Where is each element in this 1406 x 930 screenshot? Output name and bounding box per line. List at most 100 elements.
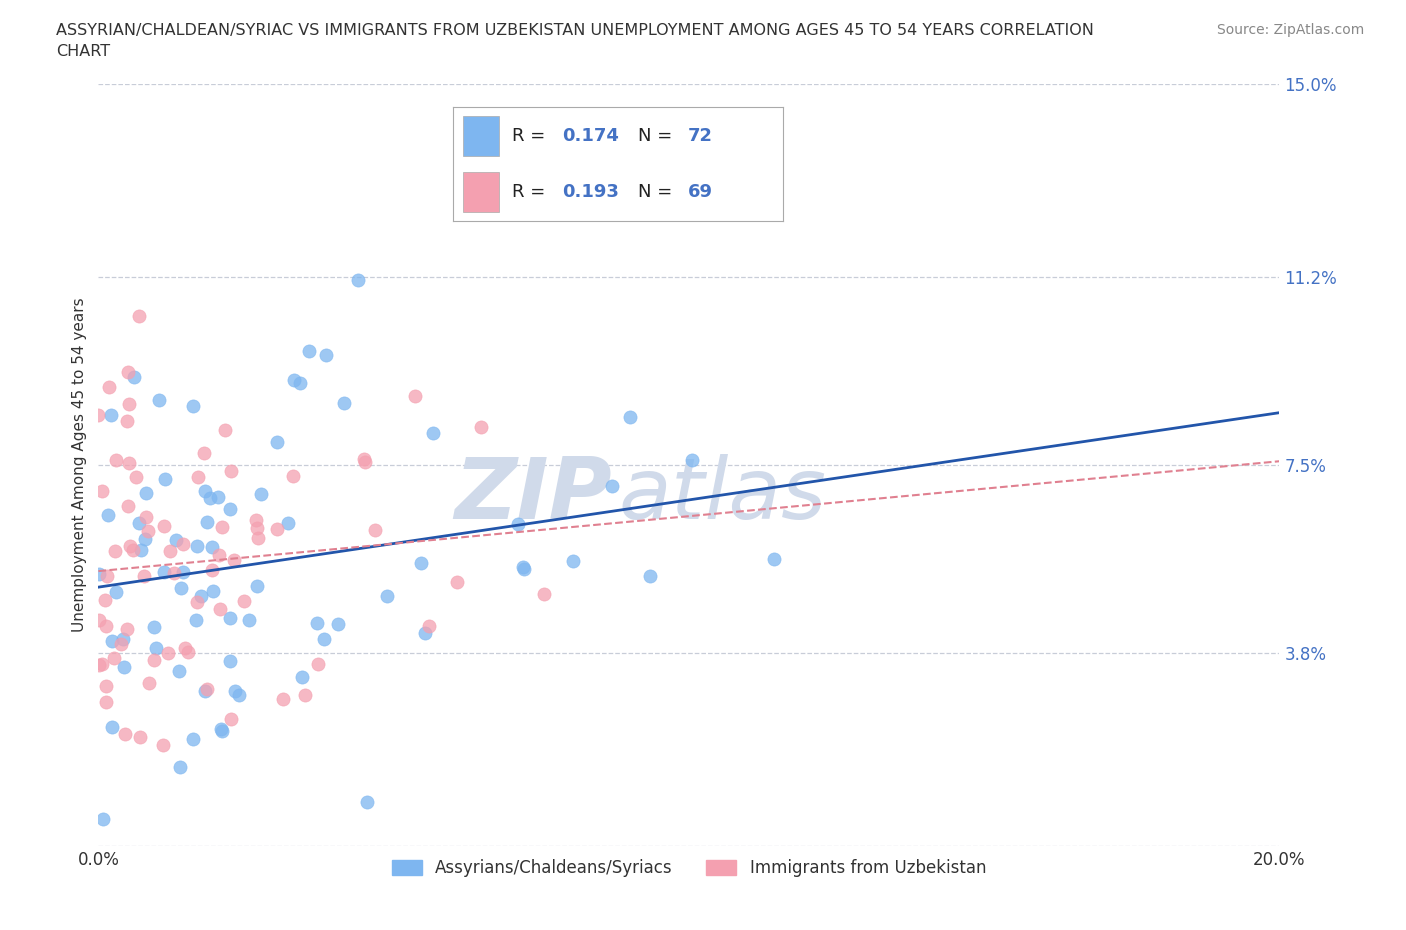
- Point: [409, 555, 432, 570]
- Point: [281, 469, 304, 484]
- Point: [142, 653, 165, 668]
- Point: [513, 562, 536, 577]
- Point: [87, 408, 110, 423]
- Point: [135, 485, 157, 500]
- Point: [201, 539, 224, 554]
- Point: [307, 657, 329, 671]
- Point: [173, 641, 195, 656]
- Point: [315, 347, 337, 362]
- Point: [129, 730, 152, 745]
- Point: [681, 453, 703, 468]
- Point: [291, 670, 314, 684]
- Point: [134, 531, 156, 546]
- Point: [96, 568, 118, 583]
- Point: [104, 452, 127, 467]
- Point: [364, 523, 387, 538]
- Point: [172, 565, 194, 579]
- Point: [211, 724, 233, 738]
- Point: [110, 637, 132, 652]
- Point: [271, 692, 294, 707]
- Point: [312, 632, 335, 647]
- Point: [247, 531, 270, 546]
- Point: [172, 537, 194, 551]
- Point: [561, 553, 583, 568]
- Point: [224, 684, 246, 698]
- Point: [183, 732, 205, 747]
- Point: [195, 514, 218, 529]
- Point: [117, 414, 139, 429]
- Point: [356, 794, 378, 809]
- Point: [128, 515, 150, 530]
- Point: [153, 472, 176, 486]
- Point: [506, 516, 529, 531]
- Point: [117, 456, 139, 471]
- Point: [246, 578, 269, 593]
- Point: [353, 452, 375, 467]
- Point: [129, 542, 152, 557]
- Point: [294, 688, 316, 703]
- Point: [194, 484, 217, 498]
- Point: [250, 486, 273, 501]
- Point: [97, 508, 120, 523]
- Point: [326, 617, 349, 631]
- Point: [202, 584, 225, 599]
- Point: [201, 562, 224, 577]
- Point: [277, 516, 299, 531]
- Point: [152, 737, 174, 752]
- Point: [145, 641, 167, 656]
- Point: [186, 539, 208, 554]
- Point: [148, 393, 170, 408]
- Point: [190, 589, 212, 604]
- Point: [156, 645, 179, 660]
- Point: [422, 426, 444, 441]
- Point: [87, 566, 110, 581]
- Point: [163, 566, 186, 581]
- Point: [101, 633, 124, 648]
- Point: [219, 654, 242, 669]
- Point: [187, 470, 209, 485]
- Point: [117, 622, 139, 637]
- Point: [103, 650, 125, 665]
- Point: [238, 613, 260, 628]
- Point: [211, 520, 233, 535]
- Point: [354, 455, 377, 470]
- Point: [218, 501, 240, 516]
- Text: atlas: atlas: [619, 454, 827, 537]
- Point: [104, 543, 127, 558]
- Point: [91, 812, 114, 827]
- Point: [100, 719, 122, 734]
- Point: [94, 619, 117, 634]
- Point: [142, 619, 165, 634]
- Point: [117, 364, 139, 379]
- Point: [446, 574, 468, 589]
- Point: [245, 512, 267, 527]
- Point: [512, 560, 534, 575]
- Point: [112, 631, 135, 646]
- Text: ASSYRIAN/CHALDEAN/SYRIAC VS IMMIGRANTS FROM UZBEKISTAN UNEMPLOYMENT AMONG AGES 4: ASSYRIAN/CHALDEAN/SYRIAC VS IMMIGRANTS F…: [56, 23, 1094, 38]
- Point: [333, 395, 356, 410]
- Point: [112, 660, 135, 675]
- Point: [214, 423, 236, 438]
- Point: [288, 376, 311, 391]
- Point: [135, 510, 157, 525]
- Point: [307, 616, 329, 631]
- Point: [418, 619, 440, 634]
- Point: [224, 552, 246, 567]
- Point: [186, 594, 208, 609]
- Point: [122, 369, 145, 384]
- Point: [89, 613, 111, 628]
- Point: [177, 644, 200, 659]
- Point: [94, 592, 117, 607]
- Point: [184, 613, 207, 628]
- Point: [118, 538, 141, 553]
- Point: [208, 547, 231, 562]
- Point: [165, 532, 187, 547]
- Text: ZIP: ZIP: [454, 454, 612, 537]
- Point: [346, 272, 368, 287]
- Point: [404, 389, 426, 404]
- Point: [228, 687, 250, 702]
- Point: [125, 470, 148, 485]
- Y-axis label: Unemployment Among Ages 45 to 54 years: Unemployment Among Ages 45 to 54 years: [72, 298, 87, 632]
- Point: [96, 695, 118, 710]
- Point: [98, 379, 121, 394]
